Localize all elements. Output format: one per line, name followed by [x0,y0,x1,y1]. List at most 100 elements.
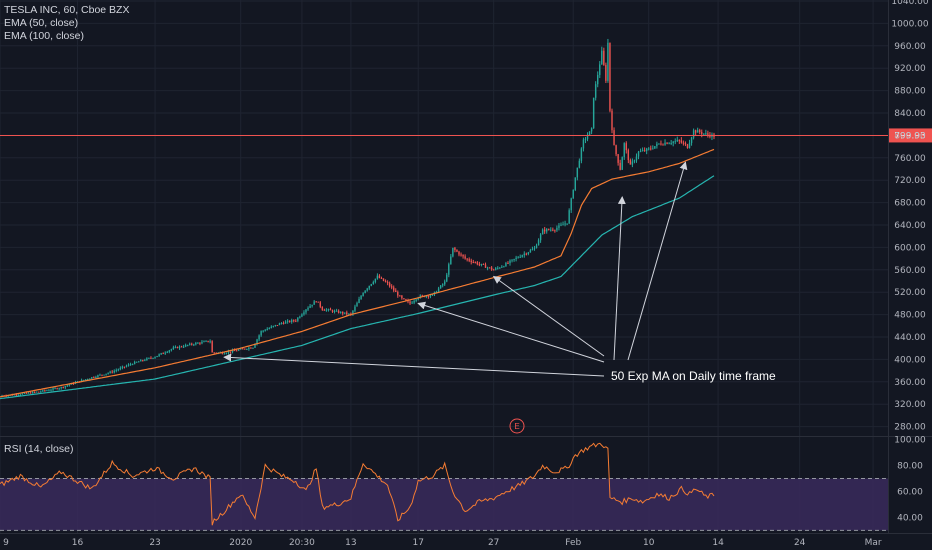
candle-body [203,341,205,343]
candle-body [478,264,481,266]
candle-body [654,146,656,149]
candle-body [52,388,54,390]
candle-body [121,366,124,368]
candle-body [564,223,566,225]
candle-body [468,259,470,261]
annotation-arrow [223,353,605,377]
candle-body [407,300,409,302]
candle-body [488,267,491,269]
time-tick-label: 13 [345,538,356,548]
price-tick-label: 1000.00 [891,19,928,29]
candle-body [191,343,193,345]
candle-body [95,377,97,379]
candle-body [611,110,613,131]
candle-body [533,248,536,250]
candle-body [376,275,379,279]
price-tick-label: 680.00 [894,199,926,209]
rsi-tick-label: 60.00 [897,487,923,497]
candle-body [197,342,199,344]
last-price-badge [889,128,932,143]
candle-body [182,346,185,348]
price-tick-label: 960.00 [894,42,926,52]
candle-body [635,156,638,161]
candle-body [278,323,281,326]
price-tick-label: 800.00 [894,131,926,141]
candle-body [456,249,458,252]
candle-body [619,162,621,170]
candle-body [117,369,120,371]
candle-body [444,281,446,285]
candle-body [556,227,558,231]
candle-body [670,143,672,145]
candle-body [507,263,509,265]
rsi-tick-label: 80.00 [897,462,923,472]
candle-body [358,299,360,303]
candle-body [399,295,401,297]
candle-body [405,299,407,301]
event-marker-label: E [514,422,519,431]
candle-body [672,141,674,144]
candle-body [497,267,499,269]
rsi-tick-label: 40.00 [897,513,923,523]
candle-body [448,264,450,275]
candle-body [131,364,134,366]
candle-body [517,257,519,259]
candle-body [615,145,617,155]
candle-body [539,234,542,241]
candle-body [244,348,246,350]
candle-body [154,357,156,359]
candle-body [560,224,562,226]
candle-body [319,302,321,307]
candle-body [38,391,40,393]
candle-body [605,64,607,81]
annotation-arrow [492,275,605,357]
candle-body [142,360,144,362]
candle-body [464,256,466,259]
candle-body [297,317,299,321]
candle-body [572,189,574,199]
candle-body [36,391,38,393]
candle-body [380,277,383,279]
candle-body [211,341,213,353]
candle-body [127,364,130,366]
candle-body [482,263,485,265]
candle-body [535,245,538,249]
candle-body [527,252,530,254]
candle-body [397,291,399,296]
candle-body [13,394,15,396]
candle-body [629,160,632,165]
candle-body [42,390,44,392]
price-tick-label: 440.00 [894,333,926,343]
candle-body [476,262,479,265]
candle-body [372,281,375,285]
candle-body [354,306,356,311]
candle-body [307,307,309,310]
candle-body [64,386,66,388]
candle-body [123,366,126,368]
annotation-arrow [627,161,688,361]
candle-body [609,42,611,111]
candle-body [76,381,79,383]
candle-body [327,309,330,311]
price-tick-label: 560.00 [894,266,926,276]
candle-body [113,370,115,373]
price-tick-label: 720.00 [894,176,926,186]
candle-body [390,286,393,288]
rsi-line [0,442,715,526]
candle-body [586,135,589,140]
candle-body [156,355,158,358]
candle-body [639,151,642,153]
candle-body [621,157,623,170]
candle-body [286,320,289,322]
candle-body [633,160,636,162]
candle-body [623,143,625,158]
price-tick-label: 640.00 [894,221,926,231]
candle-body [466,258,468,260]
candle-body [309,305,311,308]
candle-body [513,258,515,260]
candle-body [256,339,258,344]
candle-body [707,133,709,135]
candle-body [87,379,89,381]
candle-body [184,344,187,347]
